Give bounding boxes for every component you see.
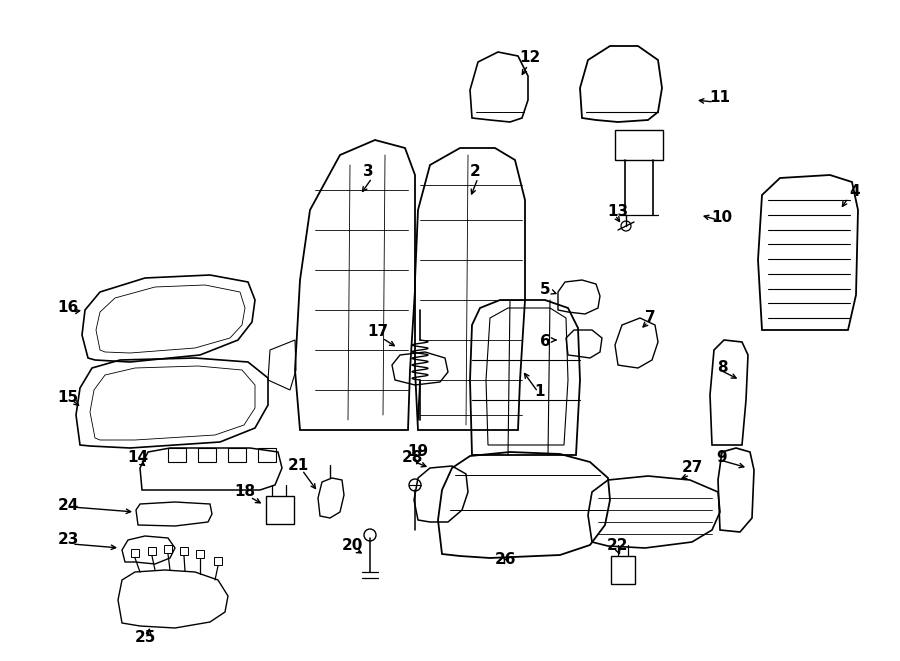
Bar	[164, 545, 172, 553]
Bar	[266, 496, 294, 524]
Text: 21: 21	[287, 457, 309, 473]
Bar	[615, 130, 663, 160]
Text: 13: 13	[608, 204, 628, 219]
Text: 25: 25	[134, 631, 156, 646]
Text: 18: 18	[234, 485, 256, 500]
Text: 17: 17	[367, 325, 389, 340]
Text: 3: 3	[363, 165, 374, 180]
Text: 4: 4	[850, 184, 860, 200]
Text: 7: 7	[644, 311, 655, 325]
Bar	[258, 448, 276, 462]
Text: 1: 1	[535, 385, 545, 399]
Text: 15: 15	[58, 391, 78, 405]
Bar	[148, 547, 156, 555]
Bar	[131, 549, 139, 557]
Text: 10: 10	[711, 210, 733, 225]
Text: 22: 22	[608, 537, 629, 553]
Text: 11: 11	[709, 91, 731, 106]
Bar	[180, 547, 188, 555]
Text: 12: 12	[519, 50, 541, 65]
Bar	[198, 448, 216, 462]
Text: 19: 19	[408, 444, 428, 459]
Text: 26: 26	[494, 553, 516, 568]
Text: 9: 9	[716, 451, 727, 465]
Text: 20: 20	[341, 539, 363, 553]
Text: 24: 24	[58, 498, 78, 512]
Text: 28: 28	[401, 449, 423, 465]
Bar	[228, 448, 246, 462]
Text: 5: 5	[540, 282, 550, 297]
Text: 14: 14	[128, 451, 148, 465]
Bar	[196, 550, 204, 558]
Bar	[214, 557, 222, 565]
Text: 6: 6	[540, 334, 551, 350]
Text: 27: 27	[681, 461, 703, 475]
Text: 23: 23	[58, 533, 78, 547]
Bar	[168, 448, 186, 462]
Bar	[611, 556, 635, 584]
Text: 16: 16	[58, 301, 78, 315]
Text: 2: 2	[470, 165, 481, 180]
Text: 8: 8	[716, 360, 727, 375]
